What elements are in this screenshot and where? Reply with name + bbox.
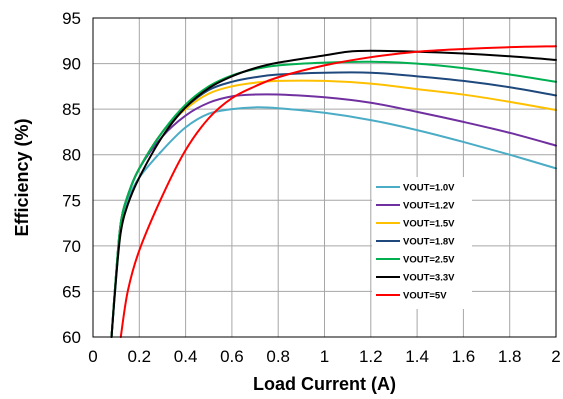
x-tick-label: 0.4 <box>174 347 198 366</box>
x-tick-label: 0.6 <box>220 347 244 366</box>
legend-label: VOUT=1.8V <box>403 237 455 248</box>
plot-area-frame <box>92 17 557 338</box>
y-tick-label: 70 <box>62 237 81 256</box>
legend-label: VOUT=1.2V <box>403 201 455 212</box>
y-tick-label: 60 <box>62 328 81 347</box>
y-tick-label: 85 <box>62 100 81 119</box>
legend-label: VOUT=5V <box>403 291 447 302</box>
series-line-vout-2-5v <box>110 60 557 338</box>
legend-label: VOUT=1.5V <box>403 219 455 230</box>
legend: VOUT=1.0V VOUT=1.2V VOUT=1.5V VOUT=1.8V VOUT… <box>376 183 455 302</box>
series-line-vout-1-0v <box>110 106 557 338</box>
y-tick-label: 80 <box>62 146 81 165</box>
x-tick-label: 1.6 <box>452 347 476 366</box>
y-tick-label: 65 <box>62 282 81 301</box>
series-line-vout-3-3v <box>110 49 557 338</box>
y-tick-label: 90 <box>62 55 81 74</box>
y-tick-label: 75 <box>62 191 81 210</box>
series-line-vout-1-2v <box>110 93 557 338</box>
series-lines <box>110 45 557 338</box>
x-tick-label: 1.2 <box>359 347 383 366</box>
y-axis-title: Efficiency (%) <box>12 118 32 236</box>
x-tick-label: 0.8 <box>266 347 290 366</box>
x-tick-label: 1.8 <box>498 347 522 366</box>
legend-label: VOUT=2.5V <box>403 255 455 266</box>
x-axis-title: Load Current (A) <box>253 374 396 394</box>
y-tick-labels: 60 65 70 75 80 85 90 95 <box>62 9 81 347</box>
x-tick-labels: 0 0.2 0.4 0.6 0.8 1 1.2 1.4 1.6 1.8 2 <box>88 347 560 366</box>
x-tick-label: 0.2 <box>127 347 151 366</box>
legend-background <box>372 177 472 309</box>
x-tick-label: 1 <box>320 347 329 366</box>
series-line-vout-5v <box>119 45 557 338</box>
x-tick-label: 2 <box>551 347 560 366</box>
x-tick-label: 0 <box>88 347 97 366</box>
x-tick-label: 1.4 <box>405 347 429 366</box>
legend-label: VOUT=3.3V <box>403 273 455 284</box>
y-tick-label: 95 <box>62 9 81 28</box>
legend-label: VOUT=1.0V <box>403 183 455 194</box>
series-line-vout-1-5v <box>110 79 557 338</box>
